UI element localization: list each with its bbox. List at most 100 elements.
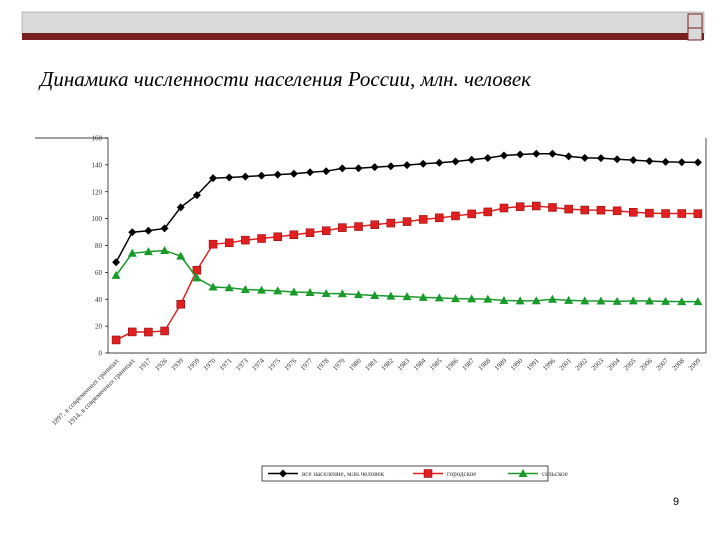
data-point <box>257 285 267 294</box>
x-tick-label: 2004 <box>606 356 622 372</box>
x-tick-label: 1914, в современных границах <box>66 356 137 427</box>
data-point <box>338 223 347 232</box>
data-point <box>483 207 493 217</box>
slide-title: Динамика численности населения России, м… <box>38 67 531 91</box>
data-point <box>645 157 654 166</box>
data-point <box>499 295 509 304</box>
y-tick-label: 120 <box>92 188 103 196</box>
legend-label: городское <box>447 470 476 478</box>
data-point <box>305 288 315 297</box>
data-point <box>483 294 493 303</box>
data-point <box>176 299 185 309</box>
page-number: 9 <box>673 496 679 508</box>
x-tick-label: 1979 <box>331 356 347 372</box>
data-point <box>112 258 121 267</box>
data-point <box>386 162 395 171</box>
legend-marker <box>518 469 528 477</box>
data-point <box>483 154 492 163</box>
y-tick-label: 20 <box>95 323 103 331</box>
data-point <box>240 284 250 293</box>
header-stripe <box>22 33 704 40</box>
data-point <box>209 174 218 183</box>
x-tick-label: 1917 <box>137 356 153 372</box>
series-line <box>115 205 698 341</box>
data-point <box>564 295 574 304</box>
x-tick-label: 1989 <box>493 356 509 372</box>
data-point <box>321 226 331 235</box>
x-tick-label: 1984 <box>412 356 428 372</box>
data-point <box>160 245 170 254</box>
data-point <box>580 205 590 215</box>
data-point <box>241 235 250 245</box>
y-tick-label: 0 <box>99 350 103 358</box>
data-point <box>143 247 153 256</box>
data-point <box>418 215 428 224</box>
data-point <box>532 149 541 158</box>
header-bar <box>21 11 705 35</box>
x-tick-label: 2003 <box>590 356 606 372</box>
x-tick-label: 1981 <box>364 356 380 372</box>
data-point <box>160 224 169 233</box>
data-point <box>224 238 234 248</box>
data-point <box>451 211 460 221</box>
data-point <box>354 222 363 231</box>
y-tick-label: 100 <box>92 215 103 223</box>
x-tick-label: 2002 <box>574 356 590 372</box>
data-point <box>531 296 541 305</box>
x-tick-label: 1978 <box>315 356 331 372</box>
data-point <box>208 239 218 249</box>
header-square <box>687 27 703 41</box>
data-point <box>677 209 687 218</box>
y-tick-label: 140 <box>92 161 103 169</box>
data-point <box>418 292 428 301</box>
x-tick-label: 1980 <box>347 356 363 372</box>
y-tick-label: 40 <box>95 296 103 304</box>
data-point <box>306 168 315 177</box>
data-point <box>693 209 703 218</box>
data-point <box>224 283 234 292</box>
data-point <box>386 291 396 300</box>
data-point <box>257 234 266 243</box>
x-tick-label: 1991 <box>525 356 541 372</box>
x-tick-label: 1959 <box>186 356 202 372</box>
legend-marker <box>279 469 287 478</box>
data-point <box>661 296 671 305</box>
legend-marker <box>423 469 433 478</box>
data-point <box>273 286 283 295</box>
data-point <box>450 294 460 303</box>
data-point <box>192 191 201 200</box>
data-point <box>564 152 573 161</box>
data-point <box>435 213 444 223</box>
data-point <box>403 161 411 170</box>
x-tick-label: 1926 <box>153 356 169 372</box>
x-tick-label: 1982 <box>380 356 396 372</box>
data-point <box>257 171 266 180</box>
x-tick-label: 1939 <box>170 356 186 372</box>
data-point <box>338 164 347 173</box>
data-point <box>515 296 525 305</box>
data-point <box>354 290 364 299</box>
x-tick-label: 1975 <box>267 356 283 372</box>
data-point <box>628 296 638 305</box>
data-point <box>225 173 234 182</box>
x-tick-label: 1986 <box>444 356 460 372</box>
data-point <box>645 208 654 218</box>
data-point <box>370 163 379 172</box>
x-tick-label: 1996 <box>541 356 557 372</box>
data-point <box>144 226 153 235</box>
x-tick-label: 1971 <box>218 356 234 372</box>
data-point <box>435 158 444 167</box>
data-point <box>677 297 687 306</box>
data-point <box>467 155 476 164</box>
data-point <box>661 209 670 218</box>
data-point <box>128 228 137 237</box>
header-square <box>687 13 703 29</box>
x-tick-label: 1974 <box>250 356 266 372</box>
data-point <box>434 293 444 302</box>
data-point <box>322 167 331 176</box>
data-point <box>289 287 299 296</box>
data-point <box>499 203 509 213</box>
x-tick-label: 1988 <box>477 356 493 372</box>
data-point <box>580 153 589 162</box>
